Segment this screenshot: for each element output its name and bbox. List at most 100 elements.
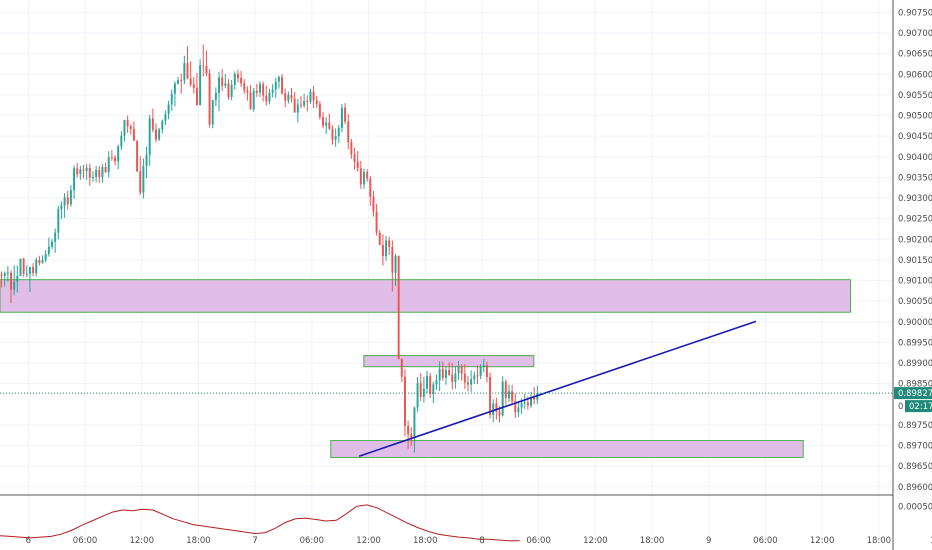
candle-body — [504, 381, 507, 399]
candle-body — [391, 247, 394, 273]
price-tick: 0.90200 — [898, 235, 932, 245]
candle-body — [429, 376, 432, 394]
candle-body — [173, 83, 176, 94]
candle-body — [208, 73, 211, 125]
candle-body — [82, 169, 85, 171]
candle-body — [211, 100, 214, 125]
candle-body — [76, 168, 79, 175]
candle-body — [145, 154, 148, 166]
candle-body — [268, 92, 271, 102]
candle-body — [473, 375, 476, 380]
candle-body — [183, 63, 186, 81]
candle-body — [22, 258, 25, 274]
candle-body — [129, 126, 132, 130]
candle-body — [457, 366, 460, 374]
time-axis[interactable]: 6 06:00 12:00 18:00 7 06:00 12:00 18:00 8 06:00 12… — [26, 536, 932, 546]
time-tick: 12:00 — [810, 536, 835, 546]
candle-body — [359, 168, 362, 185]
candle-body — [470, 379, 473, 385]
price-tick: 0.90700 — [898, 29, 932, 39]
candle-body — [25, 273, 28, 275]
candle-body — [32, 266, 35, 274]
candle-body — [385, 240, 388, 257]
candle-body — [73, 168, 76, 191]
zone-rect[interactable] — [0, 279, 851, 313]
price-tick: 0.90050 — [898, 297, 932, 307]
last-price-label: 0.89827 — [898, 389, 932, 399]
price-tick: 0.89950 — [898, 338, 932, 348]
zones[interactable] — [0, 279, 851, 458]
last-price-badge — [894, 387, 932, 400]
time-tick: 06:00 — [73, 536, 98, 546]
candle-body — [104, 167, 107, 173]
hidden-tick-stub: 0 — [898, 402, 903, 412]
candle-body — [296, 104, 299, 113]
candle-body — [520, 403, 523, 408]
candle-body — [16, 275, 19, 282]
trendline[interactable] — [358, 320, 757, 457]
price-tick: 0.90750 — [898, 8, 932, 18]
time-tick: 18:00 — [640, 536, 665, 546]
candle-body — [482, 365, 485, 367]
candle-body — [6, 272, 9, 274]
candle-body — [252, 90, 255, 110]
candle-body — [514, 401, 517, 413]
candle-body — [416, 383, 419, 408]
candle-body — [511, 391, 514, 402]
candle-body — [400, 358, 403, 377]
candle-body — [262, 84, 265, 96]
candle-body — [148, 118, 151, 155]
candle-body — [533, 396, 536, 400]
candle-body — [372, 196, 375, 212]
candle-body — [315, 100, 318, 105]
candle-body — [350, 141, 353, 155]
time-tick: 8 — [479, 536, 484, 546]
candle-body — [57, 209, 60, 233]
candle-body — [107, 157, 110, 173]
price-tick: 0.89850 — [898, 380, 932, 390]
price-tick: 0.89600 — [898, 483, 932, 493]
candle-body — [366, 172, 369, 179]
candle-body — [476, 375, 479, 377]
price-axis[interactable]: 0.90750 0.90700 0.90650 0.90600 0.90550 0.905… — [898, 8, 932, 492]
candle-body — [123, 120, 126, 136]
candle-body — [192, 84, 195, 88]
candle-body — [142, 165, 145, 193]
candle-body — [44, 254, 47, 261]
candle-body — [388, 240, 391, 248]
candle-body — [202, 65, 205, 67]
candle-body — [467, 382, 469, 385]
zone-rect[interactable] — [330, 440, 804, 458]
candle-body — [485, 365, 488, 378]
candle-body — [299, 104, 302, 106]
price-tick: 0.90350 — [898, 173, 932, 183]
candle-body — [435, 380, 438, 385]
candle-body — [117, 146, 120, 162]
candle-body — [356, 161, 359, 169]
price-tick: 0.90600 — [898, 70, 932, 80]
candle-body — [110, 157, 113, 159]
candle-body — [35, 259, 38, 274]
candle-body — [85, 167, 88, 171]
candle-body — [249, 92, 252, 110]
candle-body — [265, 95, 268, 102]
candle-body — [287, 94, 290, 101]
candle-body — [303, 101, 306, 106]
price-tick: 0.90400 — [898, 153, 932, 163]
candle-body — [454, 373, 457, 382]
price-tick: 0.90000 — [898, 318, 932, 328]
candle-body — [136, 140, 139, 172]
candle-body — [274, 81, 277, 90]
candle-body — [312, 91, 315, 101]
time-tick: 06:00 — [300, 536, 325, 546]
candle-body — [186, 63, 189, 79]
candle-body — [432, 384, 435, 394]
candle-body — [255, 90, 258, 93]
price-tick: 0.90300 — [898, 194, 932, 204]
candle-body — [347, 121, 350, 142]
candle-body — [180, 80, 183, 82]
candle-body — [492, 403, 495, 415]
candle-body — [463, 373, 466, 383]
candle-body — [214, 92, 217, 101]
